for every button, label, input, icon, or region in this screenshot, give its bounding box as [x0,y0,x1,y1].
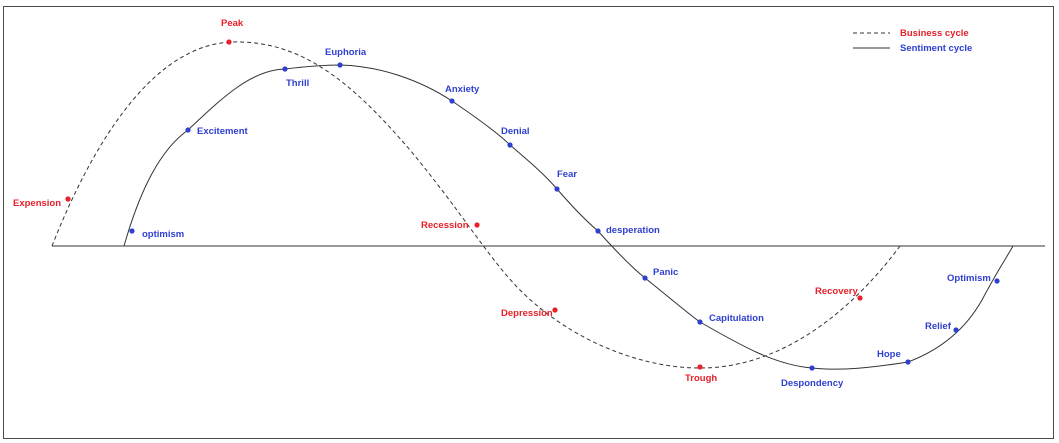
label-expension: Expension [13,198,61,209]
point-optimism-start [129,228,135,234]
point-despondency [809,365,815,371]
point-recession [474,222,480,228]
point-relief [953,327,959,333]
label-optimism-end: Optimism [947,273,991,284]
point-optimism-end [994,278,1000,284]
point-trough [697,364,703,370]
point-fear [554,186,560,192]
point-expension [65,196,71,202]
label-optimism-start: optimism [142,229,184,240]
point-denial [507,142,513,148]
point-desperation [595,228,601,234]
point-hope [905,359,911,365]
label-denial: Denial [501,126,530,137]
point-excitement [185,127,191,133]
point-thrill [282,66,288,72]
point-capitulation [697,319,703,325]
business-points: Expension Peak Recession Depression Trou… [13,18,863,384]
label-peak: Peak [221,18,244,29]
sentiment-points: optimism Excitement Thrill Euphoria Anxi… [129,47,1000,389]
label-hope: Hope [877,349,901,360]
label-anxiety: Anxiety [445,84,480,95]
label-desperation: desperation [606,225,660,236]
label-capitulation: Capitulation [709,313,764,324]
label-excitement: Excitement [197,126,249,137]
label-recovery: Recovery [815,286,858,297]
point-peak [226,39,232,45]
label-euphoria: Euphoria [325,47,367,58]
label-recession: Recession [421,220,469,231]
label-relief: Relief [925,321,952,332]
point-anxiety [449,98,455,104]
label-trough: Trough [685,373,717,384]
point-euphoria [337,62,343,68]
label-fear: Fear [557,169,577,180]
point-recovery [857,295,863,301]
diagram-frame [3,6,1054,439]
label-depression: Depression [501,308,553,319]
label-panic: Panic [653,267,678,278]
label-thrill: Thrill [286,78,309,89]
legend: Business cycle Sentiment cycle [853,28,972,54]
legend-business-label: Business cycle [900,28,969,39]
label-despondency: Despondency [781,378,844,389]
point-depression [552,307,558,313]
business-cycle-curve [51,41,901,369]
legend-sentiment-label: Sentiment cycle [900,43,972,54]
sentiment-cycle-curve [123,64,1014,370]
point-panic [642,275,648,281]
